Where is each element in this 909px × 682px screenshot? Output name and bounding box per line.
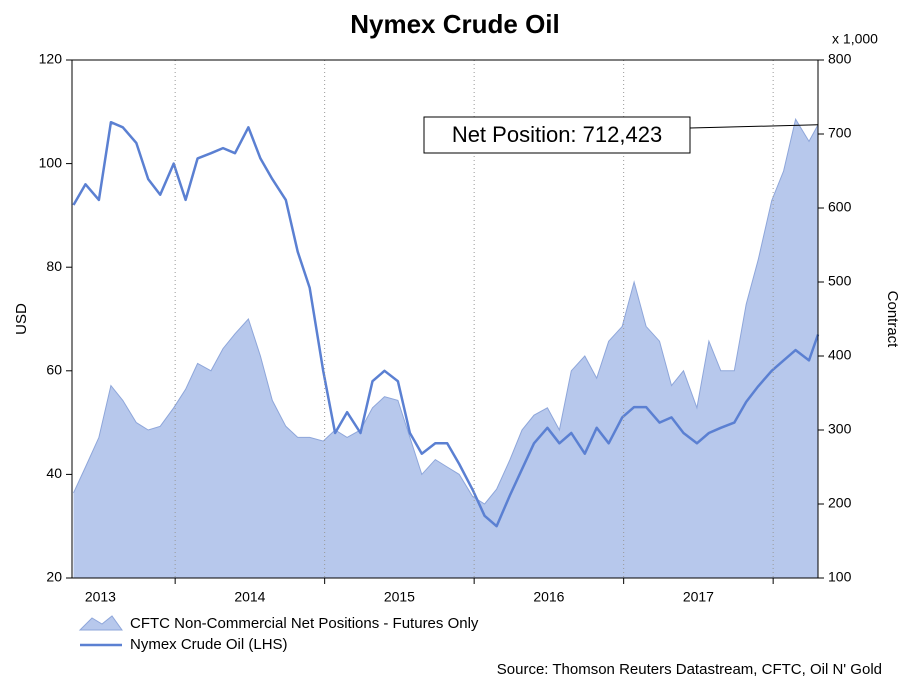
plot-frame (71, 59, 819, 579)
y2-tick-label: 300 (828, 421, 852, 437)
y-tick-label: 120 (39, 51, 63, 67)
y2-tick-label: 400 (828, 347, 852, 363)
y2-tick-label: 600 (828, 199, 852, 215)
area-edge (73, 117, 819, 505)
x-tick-label: 2017 (683, 589, 714, 605)
legend-label: Nymex Crude Oil (LHS) (130, 636, 288, 653)
source: Source: Thomson Reuters Datastream, CFTC… (497, 661, 882, 678)
legend-swatch-area (78, 615, 123, 631)
x-tick-label: 2014 (234, 589, 265, 605)
y2-unit: x 1,000 (832, 31, 878, 47)
y2-tick-label: 700 (828, 125, 852, 141)
y-axis-label: USD (13, 303, 30, 335)
x-tick-label: 2015 (384, 589, 415, 605)
y-tick-label: 40 (46, 465, 62, 481)
y2-axis-label: Contract (884, 291, 901, 349)
legend-label: CFTC Non-Commercial Net Positions - Futu… (130, 615, 479, 632)
chart-title: Nymex Crude Oil (350, 9, 560, 39)
y-tick-label: 20 (46, 569, 62, 585)
y2-tick-label: 200 (828, 495, 852, 511)
annotation-box (423, 116, 691, 154)
y-tick-label: 60 (46, 362, 62, 378)
y-tick-label: 80 (46, 258, 62, 274)
y2-tick-label: 100 (828, 569, 852, 585)
annotation-leader (689, 124, 819, 129)
annotation: Net Position: 712,423 (452, 122, 662, 147)
x-tick-label: 2016 (533, 589, 564, 605)
y-tick-label: 100 (39, 154, 63, 170)
x-tick-label: 2013 (85, 589, 116, 605)
y2-tick-label: 800 (828, 51, 852, 67)
line (72, 120, 820, 528)
area (73, 119, 818, 578)
y2-tick-label: 500 (828, 273, 852, 289)
